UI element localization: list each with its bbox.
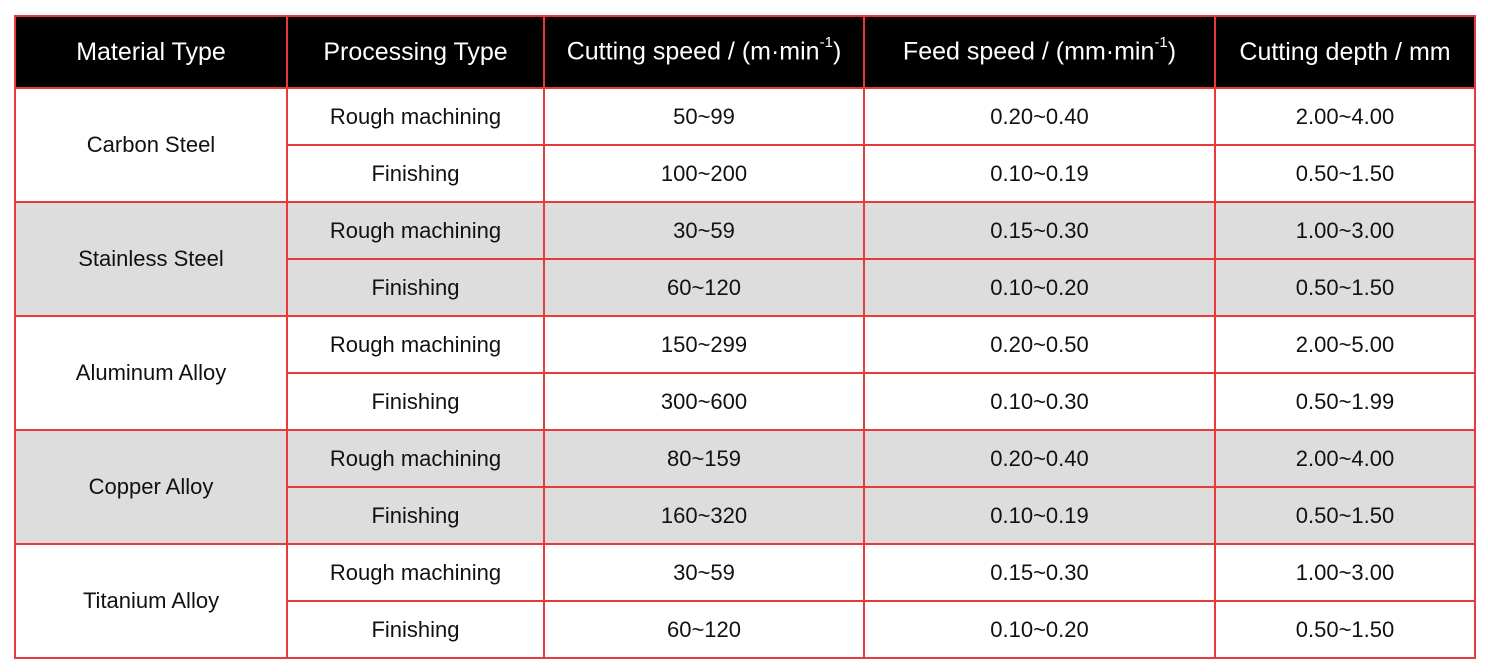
- feed-speed-cell: 0.20~0.50: [863, 315, 1216, 374]
- feed-speed-cell: 0.15~0.30: [863, 543, 1216, 602]
- cutting-depth-cell: 2.00~4.00: [1214, 87, 1476, 146]
- cutting-speed-cell: 80~159: [543, 429, 865, 488]
- cutting-depth-cell: 0.50~1.50: [1214, 600, 1476, 659]
- header-material-type: Material Type: [14, 15, 288, 89]
- cutting-speed-cell: 30~59: [543, 201, 865, 260]
- feed-speed-cell: 0.10~0.19: [863, 486, 1216, 545]
- process-cell: Rough machining: [286, 315, 545, 374]
- process-cell: Rough machining: [286, 201, 545, 260]
- table-row: Finishing 60~120 0.10~0.20 0.50~1.50: [15, 258, 1476, 317]
- material-cell: Stainless Steel: [14, 201, 288, 317]
- cutting-speed-cell: 160~320: [543, 486, 865, 545]
- table-body: Carbon Steel Rough machining 50~99 0.20~…: [14, 87, 1476, 659]
- cutting-speed-cell: 150~299: [543, 315, 865, 374]
- feed-speed-cell: 0.10~0.20: [863, 600, 1216, 659]
- table-row: Titanium Alloy Rough machining 30~59 0.1…: [14, 543, 1476, 659]
- material-cell: Copper Alloy: [14, 429, 288, 545]
- material-cell: Aluminum Alloy: [14, 315, 288, 431]
- cutting-speed-cell: 30~59: [543, 543, 865, 602]
- header-cutting-depth: Cutting depth / mm: [1214, 15, 1476, 89]
- table-row: Finishing 160~320 0.10~0.19 0.50~1.50: [15, 486, 1476, 545]
- header-feed-speed: Feed speed / (mm·min-1): [863, 15, 1216, 89]
- cutting-depth-cell: 0.50~1.99: [1214, 372, 1476, 431]
- cutting-speed-cell: 300~600: [543, 372, 865, 431]
- process-cell: Finishing: [286, 600, 545, 659]
- feed-speed-cell: 0.20~0.40: [863, 87, 1216, 146]
- process-cell: Finishing: [286, 486, 545, 545]
- table-row: Finishing 300~600 0.10~0.30 0.50~1.99: [15, 372, 1476, 431]
- feed-speed-cell: 0.10~0.30: [863, 372, 1216, 431]
- material-cell: Titanium Alloy: [14, 543, 288, 659]
- feed-speed-cell: 0.15~0.30: [863, 201, 1216, 260]
- cutting-speed-cell: 60~120: [543, 258, 865, 317]
- header-processing-type: Processing Type: [286, 15, 545, 89]
- table-row: Finishing 60~120 0.10~0.20 0.50~1.50: [15, 600, 1476, 659]
- table-row: Stainless Steel Rough machining 30~59 0.…: [14, 201, 1476, 317]
- cutting-depth-cell: 0.50~1.50: [1214, 144, 1476, 203]
- table-row: Aluminum Alloy Rough machining 150~299 0…: [14, 315, 1476, 431]
- cutting-depth-cell: 2.00~5.00: [1214, 315, 1476, 374]
- table-header-row: Material Type Processing Type Cutting sp…: [14, 15, 1476, 89]
- process-cell: Rough machining: [286, 87, 545, 146]
- process-cell: Finishing: [286, 258, 545, 317]
- header-cutting-speed: Cutting speed / (m·min-1): [543, 15, 865, 89]
- process-cell: Finishing: [286, 372, 545, 431]
- cutting-speed-cell: 100~200: [543, 144, 865, 203]
- cutting-depth-cell: 0.50~1.50: [1214, 258, 1476, 317]
- feed-speed-cell: 0.10~0.20: [863, 258, 1216, 317]
- table-row: Copper Alloy Rough machining 80~159 0.20…: [14, 429, 1476, 545]
- cutting-speed-cell: 50~99: [543, 87, 865, 146]
- cutting-depth-cell: 0.50~1.50: [1214, 486, 1476, 545]
- feed-speed-cell: 0.20~0.40: [863, 429, 1216, 488]
- process-cell: Finishing: [286, 144, 545, 203]
- cutting-depth-cell: 2.00~4.00: [1214, 429, 1476, 488]
- process-cell: Rough machining: [286, 429, 545, 488]
- table-row: Finishing 100~200 0.10~0.19 0.50~1.50: [15, 144, 1476, 203]
- machining-parameters-table: Material Type Processing Type Cutting sp…: [14, 15, 1476, 659]
- cutting-speed-cell: 60~120: [543, 600, 865, 659]
- table-row: Carbon Steel Rough machining 50~99 0.20~…: [14, 87, 1476, 203]
- cutting-depth-cell: 1.00~3.00: [1214, 543, 1476, 602]
- feed-speed-cell: 0.10~0.19: [863, 144, 1216, 203]
- cutting-depth-cell: 1.00~3.00: [1214, 201, 1476, 260]
- process-cell: Rough machining: [286, 543, 545, 602]
- material-cell: Carbon Steel: [14, 87, 288, 203]
